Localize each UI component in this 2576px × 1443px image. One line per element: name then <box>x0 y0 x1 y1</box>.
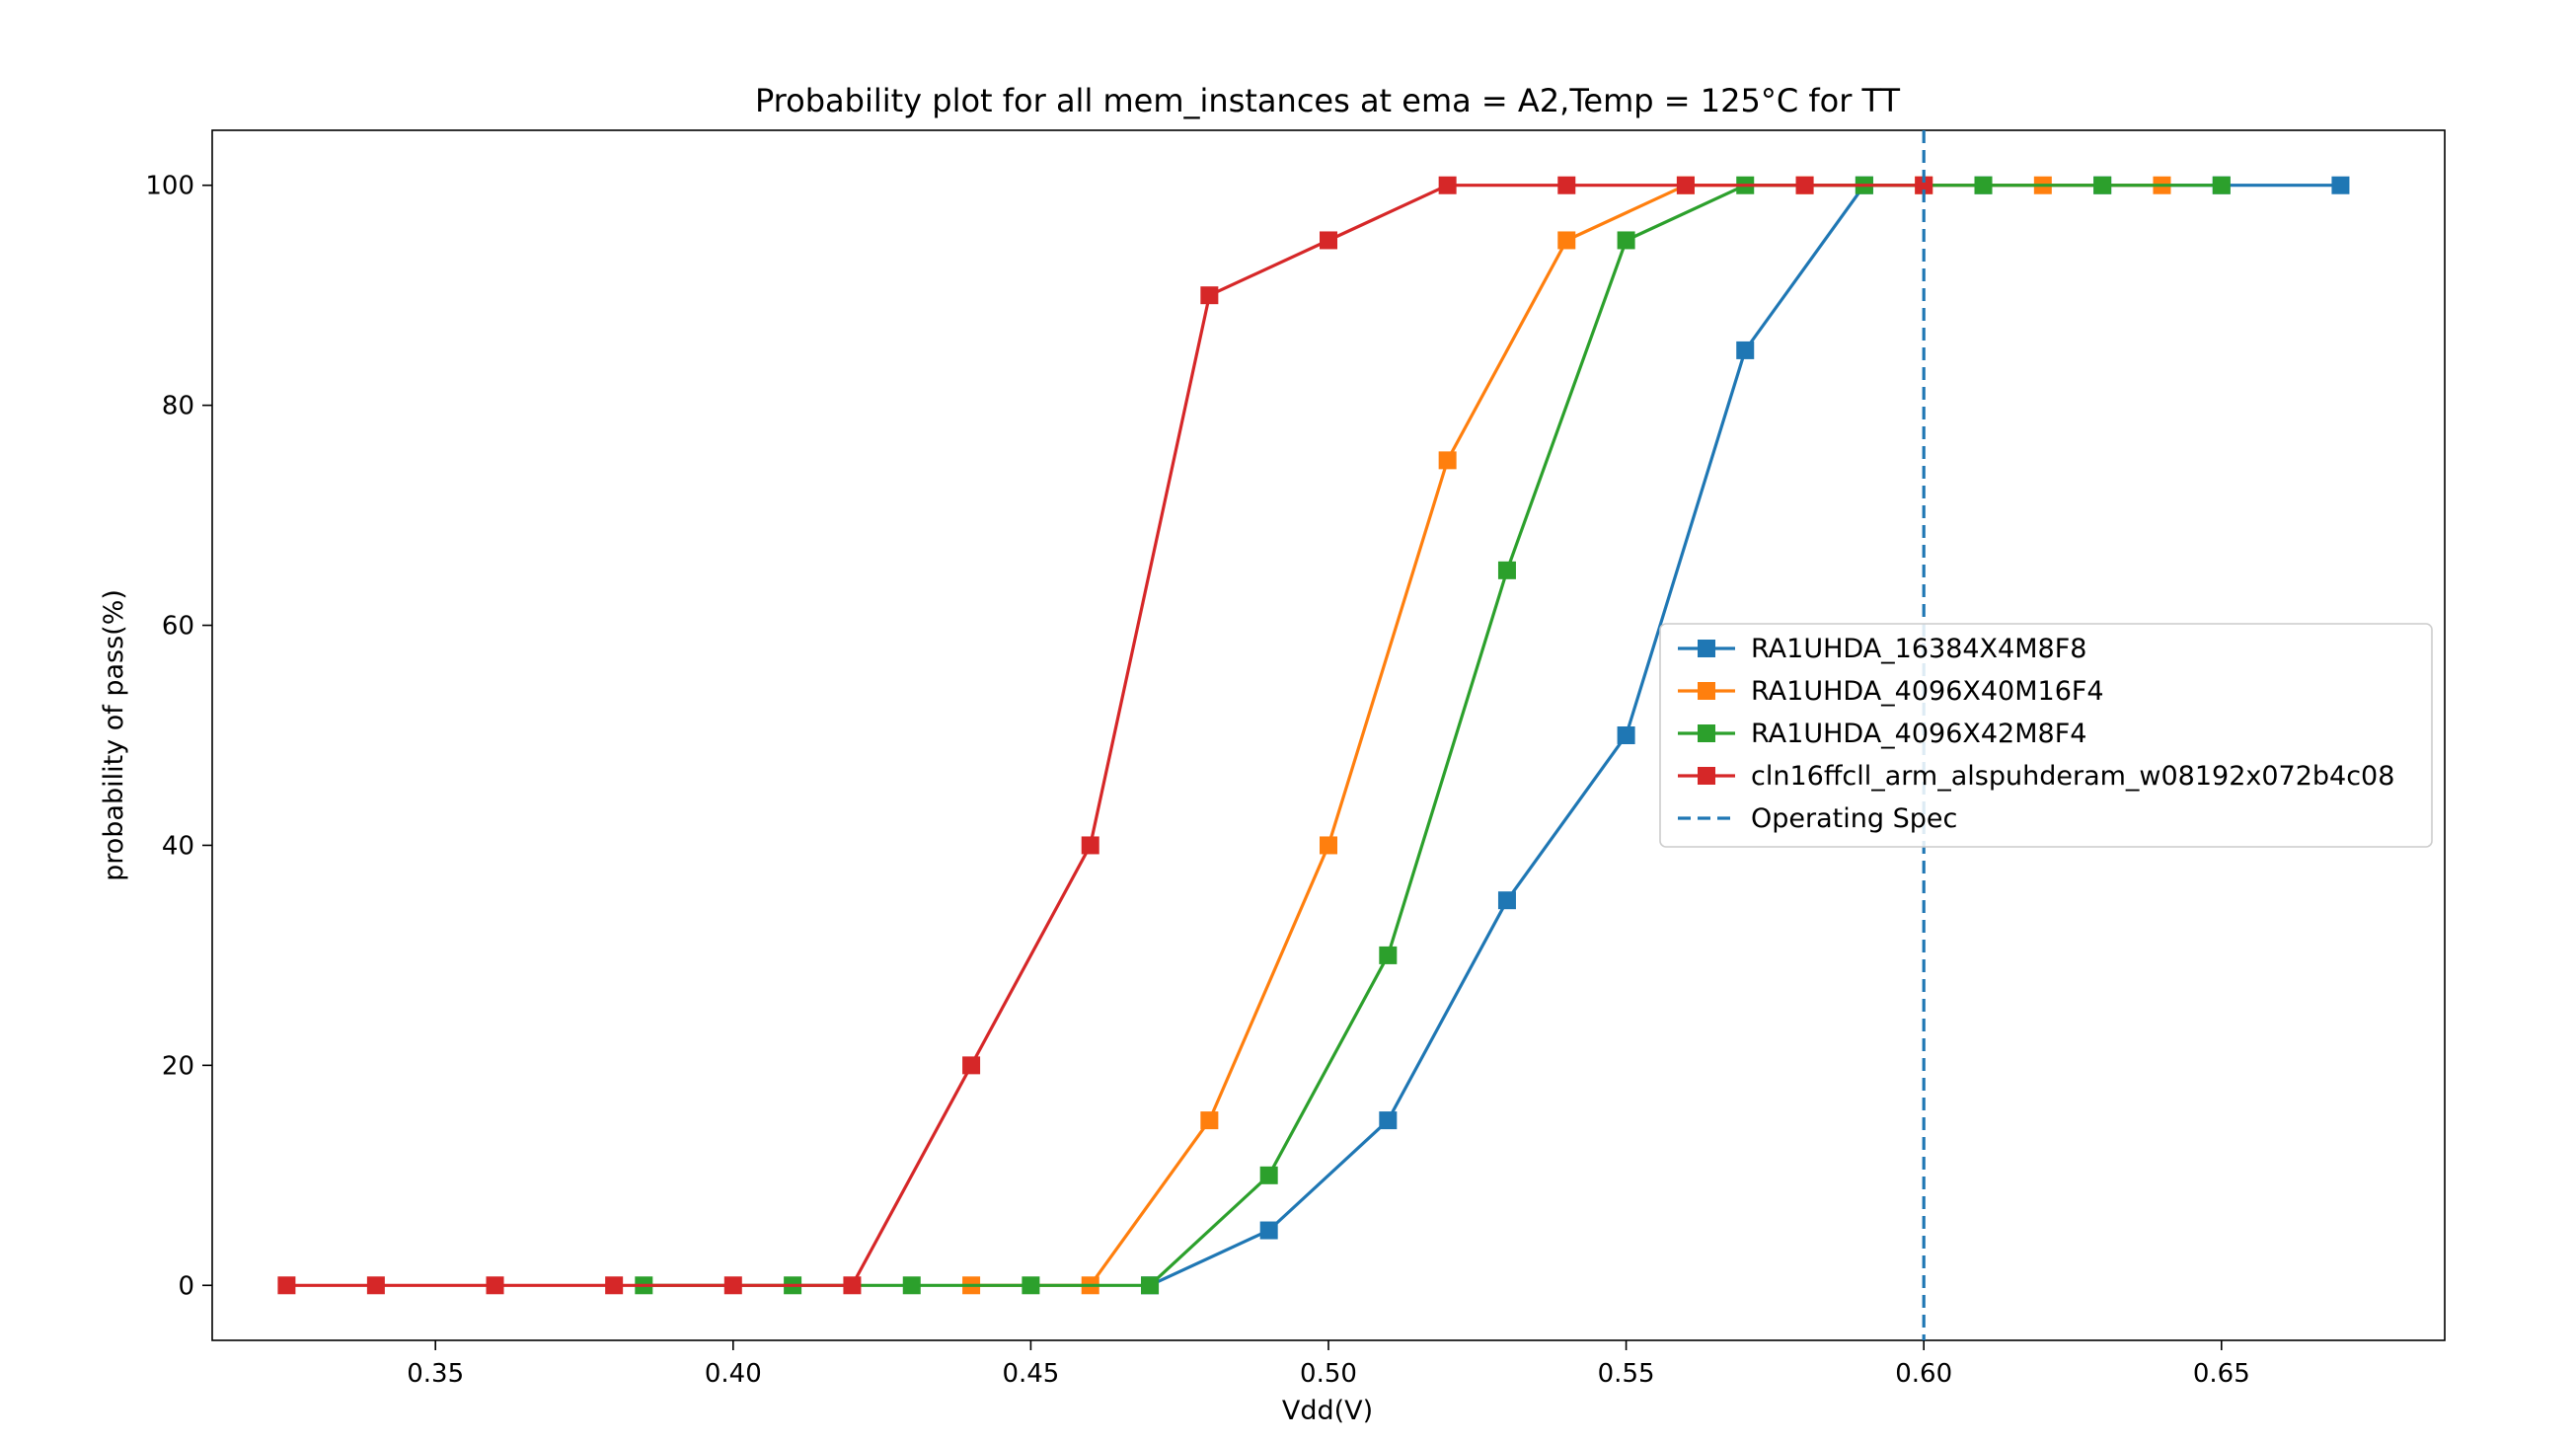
data-point <box>277 1276 296 1295</box>
legend-entry: Operating Spec <box>1678 803 1957 834</box>
data-point <box>2331 176 2350 194</box>
x-tick-label: 0.50 <box>1300 1359 1357 1389</box>
x-tick-label: 0.55 <box>1598 1359 1655 1389</box>
y-tick-label: 80 <box>162 392 194 421</box>
data-point <box>366 1276 385 1295</box>
data-point <box>1497 891 1516 910</box>
data-point <box>1259 1166 1278 1184</box>
legend-entry: RA1UHDA_4096X42M8F4 <box>1678 719 2086 749</box>
data-point <box>1557 231 1576 250</box>
legend-label: RA1UHDA_4096X40M16F4 <box>1751 676 2104 707</box>
plot-area: 0.35 0.40 0.45 0.50 0.55 0.60 0.65 0 20 40 60 80 100 <box>145 129 2446 1389</box>
data-point <box>1974 176 1993 194</box>
legend-label: cln16ffcll_arm_alspuhderam_w08192x072b4c… <box>1751 761 2394 792</box>
data-point <box>723 1276 742 1295</box>
y-tick-label: 20 <box>162 1051 194 1081</box>
data-point <box>1259 1221 1278 1240</box>
x-axis-label: Vdd(V) <box>1282 1396 1373 1426</box>
data-point <box>1081 836 1099 855</box>
data-point <box>1141 1276 1160 1295</box>
data-point <box>1557 176 1576 194</box>
data-point <box>1200 286 1219 305</box>
data-point <box>1022 1276 1040 1295</box>
y-tick-label: 100 <box>145 172 194 201</box>
legend-entry: cln16ffcll_arm_alspuhderam_w08192x072b4c… <box>1678 761 2394 792</box>
y-axis-label: probability of pass(%) <box>99 589 129 881</box>
data-point <box>605 1276 624 1295</box>
data-point <box>1497 561 1516 579</box>
data-point <box>1795 176 1814 194</box>
data-point <box>962 1056 981 1075</box>
data-point <box>2212 176 2231 194</box>
legend-entry: RA1UHDA_16384X4M8F8 <box>1678 634 2086 664</box>
x-tick-label: 0.60 <box>1895 1359 1952 1389</box>
legend-marker <box>1698 724 1715 742</box>
data-point <box>486 1276 504 1295</box>
data-point <box>1379 1111 1398 1130</box>
legend: RA1UHDA_16384X4M8F8 RA1UHDA_4096X40M16F4 R… <box>1659 623 2433 848</box>
data-point <box>1736 341 1755 359</box>
chart-title: Probability plot for all mem_instances a… <box>755 82 1901 119</box>
legend-marker <box>1698 682 1715 700</box>
x-tick-label: 0.45 <box>1002 1359 1059 1389</box>
x-tick-label: 0.65 <box>2193 1359 2250 1389</box>
legend-label: Operating Spec <box>1751 803 1957 834</box>
data-point <box>2093 176 2112 194</box>
y-tick-label: 40 <box>162 831 194 861</box>
legend-marker <box>1698 640 1715 657</box>
data-point <box>1320 231 1337 250</box>
data-point <box>902 1276 921 1295</box>
legend-entry: RA1UHDA_4096X40M16F4 <box>1678 676 2104 707</box>
data-point <box>1617 726 1635 744</box>
series-3 <box>277 176 1933 1295</box>
y-tick-label: 0 <box>178 1271 194 1301</box>
y-tick-label: 60 <box>162 612 194 642</box>
legend-label: RA1UHDA_16384X4M8F8 <box>1751 634 2086 664</box>
data-point <box>1438 451 1457 470</box>
legend-label: RA1UHDA_4096X42M8F4 <box>1751 719 2086 749</box>
x-tick-label: 0.35 <box>407 1359 464 1389</box>
data-point <box>1676 176 1695 194</box>
x-tick-label: 0.40 <box>705 1359 762 1389</box>
data-point <box>1320 836 1337 855</box>
data-point <box>1379 946 1398 964</box>
data-point <box>1438 176 1457 194</box>
legend-marker <box>1698 767 1715 785</box>
data-point <box>1200 1111 1219 1130</box>
data-point <box>1915 176 1933 194</box>
series-line <box>644 184 2222 1287</box>
legend-box <box>1659 623 2433 848</box>
data-point <box>1617 231 1635 250</box>
data-point <box>843 1276 862 1295</box>
